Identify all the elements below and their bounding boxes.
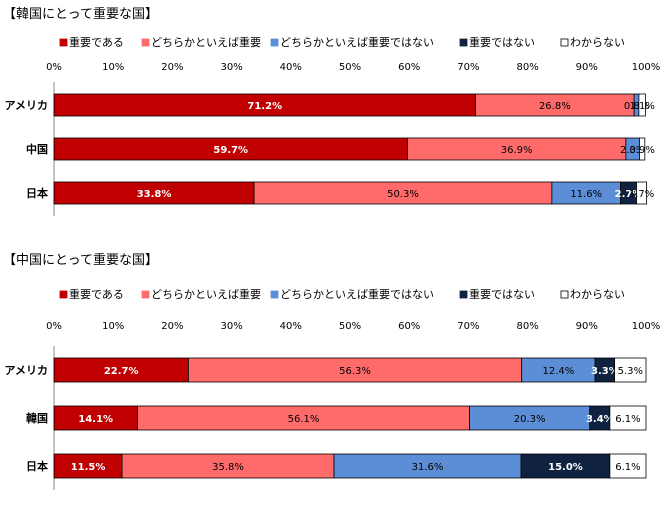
category-label: アメリカ	[5, 99, 48, 112]
chart-title: 【中国にとって重要な国】	[3, 253, 158, 268]
x-tick-label: 90%	[576, 321, 598, 332]
bar-segment	[609, 405, 647, 431]
data-label: 0.9%	[629, 145, 654, 156]
data-label: 14.1%	[78, 414, 113, 425]
legend-label: どちらかといえば重要ではない	[280, 35, 434, 49]
data-label: 15.0%	[548, 462, 583, 473]
legend-swatch	[270, 290, 279, 299]
legend-swatch	[270, 38, 279, 47]
x-tick-label: 10%	[102, 62, 124, 73]
bar-segment	[609, 453, 647, 479]
data-label: 33.8%	[137, 189, 172, 200]
x-tick-label: 20%	[161, 62, 183, 73]
data-label: 56.3%	[339, 366, 371, 377]
x-tick-label: 40%	[280, 62, 302, 73]
legend-swatch	[459, 290, 468, 299]
x-tick-label: 70%	[457, 321, 479, 332]
legend-swatch	[141, 290, 150, 299]
x-tick-label: 30%	[220, 62, 242, 73]
legend-label: どちらかといえば重要ではない	[280, 287, 434, 301]
data-label: 3.3%	[591, 366, 619, 377]
category-label: 日本	[26, 186, 48, 200]
data-label: 12.4%	[542, 366, 574, 377]
data-label: 31.6%	[412, 462, 444, 473]
x-tick-label: 0%	[46, 62, 62, 73]
data-label: 6.1%	[615, 414, 640, 425]
legend-label: わからない	[570, 288, 625, 301]
chart-korea-panel: 【韓国にとって重要な国】 重要である どちらかといえば重要 どちらかといえば重要では…	[3, 7, 661, 216]
data-label: 1.7%	[629, 189, 654, 200]
bar-segment	[53, 453, 123, 479]
data-label: 5.3%	[618, 366, 643, 377]
legend-label: どちらかといえば重要	[151, 35, 261, 49]
data-label: 50.3%	[387, 189, 419, 200]
x-tick-label: 60%	[398, 321, 420, 332]
bar-segment	[636, 181, 647, 205]
legend-label: 重要ではない	[469, 287, 535, 301]
legend-swatch	[560, 290, 569, 299]
data-label: 71.2%	[247, 101, 282, 112]
bar-segment	[638, 93, 646, 117]
data-label: 20.3%	[514, 414, 546, 425]
category-label: アメリカ	[5, 364, 48, 377]
legend-swatch	[59, 38, 68, 47]
bar-segment	[187, 357, 523, 383]
data-label: 11.6%	[570, 189, 602, 200]
data-label: 11.5%	[71, 462, 106, 473]
x-tick-label: 30%	[220, 321, 242, 332]
legend-label: わからない	[570, 36, 625, 49]
chart-title: 【韓国にとって重要な国】	[3, 7, 158, 22]
x-tick-label: 10%	[102, 321, 124, 332]
x-tick-label: 100%	[632, 62, 661, 73]
x-tick-label: 90%	[576, 62, 598, 73]
data-label: 26.8%	[539, 101, 571, 112]
chart-china-svg: 重要である どちらかといえば重要 どちらかといえば重要ではない 重要ではない わからない…	[5, 287, 661, 490]
legend-swatch	[59, 290, 68, 299]
bar-segment	[121, 453, 335, 479]
data-label: 22.7%	[104, 366, 139, 377]
legend-swatch	[560, 38, 569, 47]
data-label: 0.8%	[624, 101, 649, 112]
legend-label: 重要である	[69, 287, 124, 301]
data-label: 1.1%	[629, 101, 654, 112]
legend-swatch	[141, 38, 150, 47]
legend-swatch	[459, 38, 468, 47]
data-label: 56.1%	[288, 414, 320, 425]
data-label: 6.1%	[615, 462, 640, 473]
x-tick-label: 40%	[280, 321, 302, 332]
data-label: 3.4%	[586, 414, 614, 425]
bar-segment	[469, 405, 591, 431]
category-label: 韓国	[26, 411, 48, 425]
x-tick-label: 80%	[516, 62, 538, 73]
legend-label: 重要である	[69, 35, 124, 49]
chart-korea-svg: 重要である どちらかといえば重要 どちらかといえば重要ではない 重要ではない わからない…	[5, 35, 661, 216]
data-label: 2.7%	[615, 189, 643, 200]
legend-label: どちらかといえば重要	[151, 287, 261, 301]
category-label: 中国	[26, 142, 48, 156]
data-label: 2.3%	[620, 145, 645, 156]
bar-segment	[520, 453, 611, 479]
category-label: 日本	[26, 459, 48, 473]
x-tick-label: 50%	[339, 321, 361, 332]
x-tick-label: 50%	[339, 62, 361, 73]
bar-segment	[614, 357, 647, 383]
x-tick-label: 20%	[161, 321, 183, 332]
bar-segment	[137, 405, 470, 431]
x-tick-label: 0%	[46, 321, 62, 332]
data-label: 35.8%	[212, 462, 244, 473]
chart-china-panel: 【中国にとって重要な国】 重要である どちらかといえば重要 どちらかといえば重要では…	[0, 246, 670, 500]
bar-segment	[53, 357, 189, 383]
x-tick-label: 60%	[398, 62, 420, 73]
legend-label: 重要ではない	[469, 35, 535, 49]
data-label: 59.7%	[213, 145, 248, 156]
x-tick-label: 100%	[632, 321, 661, 332]
bar-segment	[639, 137, 646, 161]
x-tick-label: 70%	[457, 62, 479, 73]
data-label: 36.9%	[501, 145, 533, 156]
x-tick-label: 80%	[516, 321, 538, 332]
